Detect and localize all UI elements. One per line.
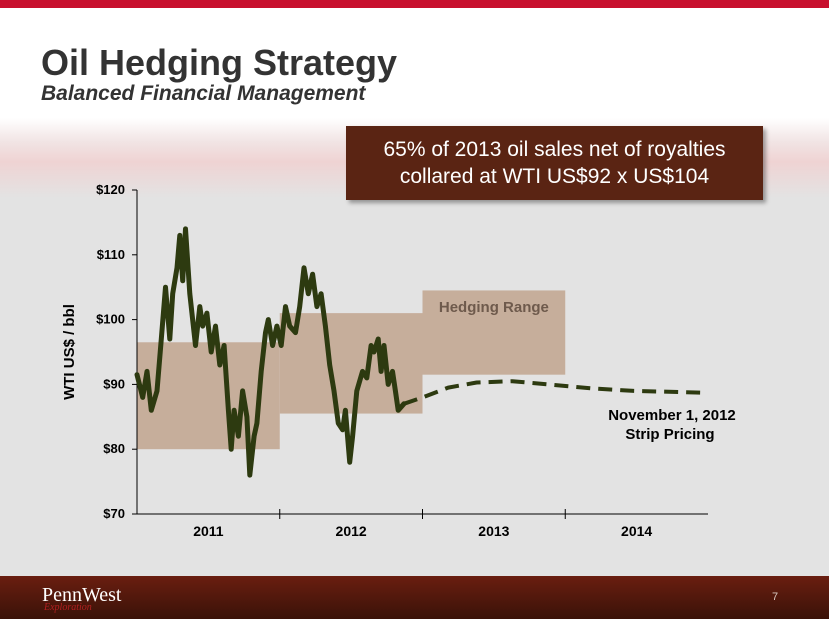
x-tick-label: 2011 — [193, 523, 224, 539]
page-number: 7 — [772, 591, 779, 603]
footer-bar — [0, 576, 829, 619]
company-logo-subtitle: Exploration — [44, 602, 92, 613]
callout-box: 65% of 2013 oil sales net of royalties c… — [346, 126, 763, 200]
slide-subtitle: Balanced Financial Management — [41, 82, 366, 105]
x-tick-label: 2014 — [621, 523, 652, 539]
x-tick-label: 2012 — [336, 523, 367, 539]
x-tick-label: 2013 — [478, 523, 509, 539]
y-tick-label: $80 — [103, 441, 125, 456]
y-tick-label: $110 — [97, 247, 125, 262]
slide-title: Oil Hedging Strategy — [41, 42, 398, 83]
hedging-range-box-2 — [279, 313, 423, 414]
top-accent-bar — [0, 0, 829, 8]
hedging-range-box-3 — [422, 290, 566, 375]
strip-pricing-date: November 1, 2012 — [608, 407, 736, 424]
y-tick-label: $100 — [96, 312, 125, 327]
company-logo: PennWest — [42, 584, 122, 606]
y-tick-label: $70 — [103, 506, 125, 521]
strip-pricing-line — [403, 379, 709, 406]
hedging-range-label: Hedging Range — [439, 299, 549, 316]
wti-price-line — [134, 226, 407, 478]
callout-line-2: collared at WTI US$92 x US$104 — [399, 165, 710, 188]
callout-line-1: 65% of 2013 oil sales net of royalties — [383, 138, 726, 161]
y-tick-label: $90 — [103, 376, 125, 391]
strip-pricing-label: Strip Pricing — [625, 426, 714, 443]
y-axis-title: WTI US$ / bbl — [61, 304, 78, 400]
y-tick-label: $120 — [96, 182, 125, 197]
